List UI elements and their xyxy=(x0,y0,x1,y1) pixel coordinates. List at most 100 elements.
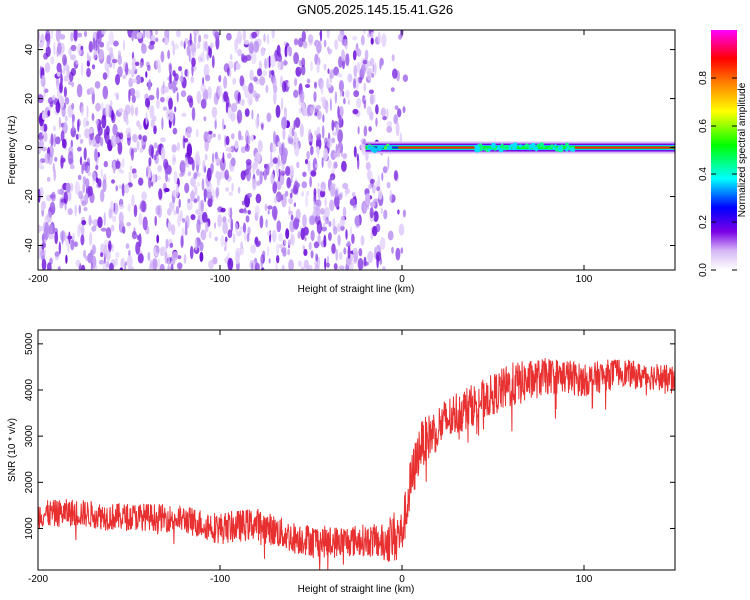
spectral-blob xyxy=(342,182,349,190)
spectral-blob xyxy=(157,65,161,74)
spectral-blob xyxy=(77,43,82,56)
spectral-blob xyxy=(122,74,127,79)
spectral-blob xyxy=(242,222,247,233)
spectral-blob xyxy=(59,81,63,94)
spectral-blob xyxy=(186,143,193,158)
spectral-blob xyxy=(227,257,234,270)
spectral-blob xyxy=(108,31,115,46)
spectral-blob xyxy=(191,107,196,121)
colorbar-tick-label: 0.4 xyxy=(698,167,709,181)
spectral-blob xyxy=(351,233,355,244)
spectral-blob xyxy=(184,229,188,236)
spectral-blob xyxy=(47,110,51,117)
spectral-blob xyxy=(175,183,179,198)
spectrogram-x-axis-label: Height of straight line (km) xyxy=(298,284,415,295)
spectral-blob xyxy=(366,106,372,116)
spectral-blob xyxy=(104,103,111,118)
spectral-blob xyxy=(339,265,345,270)
spectral-blob xyxy=(118,108,124,113)
spectral-blob xyxy=(214,31,220,40)
signal-speckle xyxy=(500,143,504,147)
signal-segment xyxy=(369,146,399,149)
spectral-blob xyxy=(263,33,266,43)
x-tick-label: 0 xyxy=(399,574,405,585)
signal-segment xyxy=(574,146,675,149)
colorbar: 0.0 0.2 0.4 0.6 0.8 Normalized spectral ampl… xyxy=(698,30,748,277)
spectral-blob xyxy=(230,54,233,61)
spectral-blob xyxy=(276,255,280,264)
spectral-blob xyxy=(222,118,225,131)
spectral-blob xyxy=(284,190,289,197)
spectral-blob xyxy=(77,32,83,38)
spectral-blob xyxy=(150,119,155,128)
spectral-blob xyxy=(102,178,107,192)
spectral-blob xyxy=(187,156,194,165)
spectral-blob xyxy=(39,225,45,232)
spectral-blob xyxy=(79,156,83,166)
spectral-blob xyxy=(314,53,319,65)
spectral-blob xyxy=(145,71,148,78)
spectral-blob xyxy=(200,229,207,241)
spectral-blob xyxy=(186,125,193,136)
spectral-blob xyxy=(323,148,328,162)
spectral-blob xyxy=(324,257,327,270)
spectral-blob xyxy=(112,123,118,136)
spectral-blob xyxy=(62,122,68,134)
spectral-blob xyxy=(138,124,143,131)
spectral-blob xyxy=(270,151,273,165)
spectral-blob xyxy=(245,54,252,61)
spectral-blob xyxy=(159,263,165,270)
spectral-blob xyxy=(200,199,205,212)
spectral-blob xyxy=(393,114,399,125)
spectral-blob xyxy=(352,108,359,115)
spectral-blob xyxy=(319,199,322,208)
spectral-blob xyxy=(260,46,266,57)
spectral-blob xyxy=(174,106,177,113)
spectral-blob xyxy=(190,190,196,202)
spectral-blob xyxy=(343,97,346,105)
spectral-blob xyxy=(265,163,270,176)
spectral-blob xyxy=(310,61,313,72)
spectral-blob xyxy=(88,127,93,135)
spectral-blob xyxy=(234,140,239,150)
spectral-blob xyxy=(44,248,47,256)
spectral-blob xyxy=(146,64,151,72)
spectral-blob xyxy=(92,220,97,226)
spectral-blob xyxy=(195,128,199,138)
spectral-blob xyxy=(180,162,186,176)
spectral-blob xyxy=(212,152,215,164)
spectral-blob xyxy=(330,175,334,181)
spectral-blob xyxy=(308,241,312,251)
spectral-blob xyxy=(113,40,119,47)
spectral-blob xyxy=(203,64,210,78)
spectral-blob xyxy=(113,202,119,215)
spectral-blob xyxy=(71,103,75,110)
spectral-blob xyxy=(302,214,307,228)
spectral-blob xyxy=(142,30,146,39)
spectral-blob xyxy=(363,125,368,137)
snr-panel: -200 -100 0 100 1000 2000 3000 4000 5000 Height… xyxy=(7,329,676,595)
spectral-blob xyxy=(177,214,181,227)
spectral-blob xyxy=(99,137,104,147)
spectral-blob xyxy=(271,30,275,39)
signal-speckle xyxy=(547,147,551,151)
spectral-blob xyxy=(39,65,43,80)
spectral-blob xyxy=(219,157,226,171)
spectral-blob xyxy=(191,57,196,67)
spectral-blob xyxy=(229,68,232,78)
spectral-blob xyxy=(101,114,107,129)
spectral-blob xyxy=(243,39,250,45)
spectral-blob xyxy=(59,95,65,110)
spectral-blob xyxy=(134,106,139,117)
signal-speckle xyxy=(487,148,491,152)
spectral-blob xyxy=(168,63,173,75)
spectral-blob xyxy=(89,191,95,204)
spectral-blob xyxy=(172,189,176,197)
spectral-blob xyxy=(398,223,405,236)
spectral-blob xyxy=(88,87,95,95)
spectral-blob xyxy=(372,64,375,73)
x-tick-label: -200 xyxy=(28,574,48,585)
spectral-blob xyxy=(173,170,178,185)
spectral-blob xyxy=(270,173,275,185)
